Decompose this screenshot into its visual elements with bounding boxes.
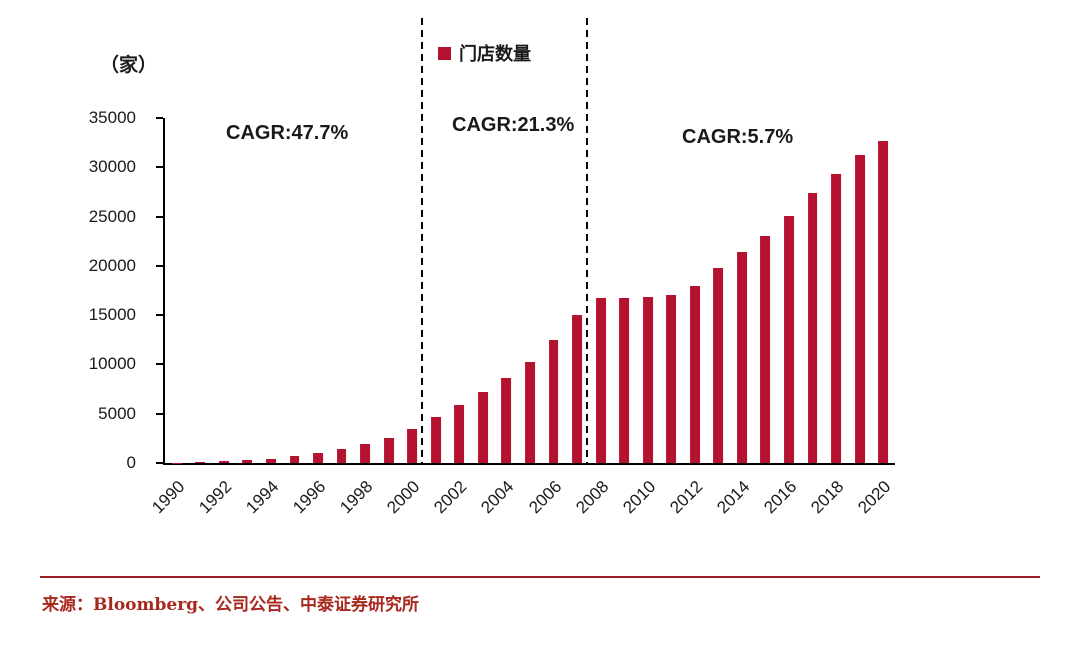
y-tick-label: 20000 bbox=[88, 255, 136, 275]
y-tick-mark bbox=[156, 166, 163, 169]
x-tick-label: 1996 bbox=[289, 477, 330, 518]
x-tick-label: 2020 bbox=[854, 477, 895, 518]
x-tick-label: 2016 bbox=[760, 477, 801, 518]
bar-2013 bbox=[713, 267, 724, 463]
bar-2018 bbox=[831, 174, 842, 463]
bar-2008 bbox=[595, 298, 606, 463]
x-tick-label: 1992 bbox=[195, 477, 236, 518]
bar-2017 bbox=[807, 192, 818, 463]
bar-2007 bbox=[572, 315, 583, 463]
bar-2020 bbox=[878, 140, 889, 463]
y-tick-mark bbox=[156, 363, 163, 366]
x-tick-label: 1994 bbox=[242, 477, 283, 518]
x-tick-label: 2004 bbox=[477, 477, 518, 518]
y-tick-mark bbox=[156, 264, 163, 267]
bar-2006 bbox=[548, 339, 559, 463]
bar-1994 bbox=[266, 459, 276, 463]
y-tick-mark bbox=[156, 117, 163, 119]
y-tick-mark bbox=[156, 412, 163, 415]
bar-2019 bbox=[854, 155, 865, 463]
x-tick-label: 2008 bbox=[571, 477, 613, 518]
bar-1995 bbox=[289, 456, 300, 463]
x-axis-labels: 1990 1992 1994 1996 1998 2000 2002 2004 2006 2008… bbox=[148, 465, 895, 535]
bar-1992 bbox=[218, 461, 229, 463]
y-tick-label: 25000 bbox=[88, 206, 136, 226]
x-tick-label: 2018 bbox=[807, 477, 848, 518]
x-tick-label: 1998 bbox=[336, 477, 377, 518]
x-tick-label: 1990 bbox=[148, 477, 189, 518]
legend-swatch-icon bbox=[438, 46, 451, 60]
annotation-cagr-1990-2000: CAGR:47.7% bbox=[226, 122, 349, 144]
bar-2015 bbox=[760, 236, 771, 463]
bar-2011 bbox=[666, 295, 677, 463]
y-tick-mark bbox=[156, 462, 163, 464]
x-tick-label: 2010 bbox=[618, 477, 660, 518]
bar-1991 bbox=[195, 462, 206, 463]
legend-label: 门店数量 bbox=[459, 44, 531, 64]
source-divider-line bbox=[40, 576, 1040, 578]
annotation-cagr-2008-2020: CAGR:5.7% bbox=[682, 126, 794, 148]
y-tick-label: 5000 bbox=[98, 403, 136, 423]
y-tick-label: 35000 bbox=[88, 108, 136, 127]
bar-2002 bbox=[454, 404, 465, 463]
bar-2014 bbox=[736, 252, 747, 463]
bar-2005 bbox=[525, 362, 535, 463]
y-tick-mark bbox=[156, 314, 163, 317]
y-axis-unit-label: （家） bbox=[100, 55, 158, 76]
bar-2016 bbox=[784, 215, 794, 463]
y-axis-labels: 0 5000 10000 15000 20000 25000 30000 35000 bbox=[0, 108, 150, 472]
bar-1993 bbox=[242, 460, 253, 463]
bar-2000 bbox=[407, 428, 418, 463]
bar-2012 bbox=[689, 285, 700, 463]
y-tick-mark bbox=[156, 215, 163, 218]
bar-2010 bbox=[642, 297, 653, 463]
plot-area bbox=[163, 118, 895, 465]
bar-1999 bbox=[383, 438, 394, 463]
bar-1997 bbox=[336, 449, 347, 463]
bar-1996 bbox=[313, 453, 323, 463]
source-text: 来源：Bloomberg、公司公告、中泰证券研究所 bbox=[42, 595, 420, 615]
x-tick-label: 2006 bbox=[524, 477, 565, 518]
legend: 门店数量 bbox=[438, 40, 531, 66]
bar-1998 bbox=[360, 444, 371, 463]
annotation-cagr-2000-2007: CAGR:21.3% bbox=[452, 114, 575, 136]
y-tick-label: 30000 bbox=[88, 157, 136, 177]
x-tick-label: 2002 bbox=[430, 477, 471, 518]
x-tick-label: 2012 bbox=[666, 477, 707, 518]
x-tick-label: 2000 bbox=[383, 477, 424, 518]
bar-2001 bbox=[430, 416, 441, 463]
y-tick-label: 10000 bbox=[88, 354, 136, 374]
y-tick-label: 15000 bbox=[88, 305, 136, 325]
x-tick-label: 2014 bbox=[713, 477, 754, 518]
bar-2003 bbox=[477, 392, 488, 463]
bar-2004 bbox=[501, 378, 512, 463]
y-tick-label: 0 bbox=[126, 453, 136, 472]
y-axis-tick-marks bbox=[156, 117, 163, 464]
bar-2009 bbox=[619, 298, 630, 463]
